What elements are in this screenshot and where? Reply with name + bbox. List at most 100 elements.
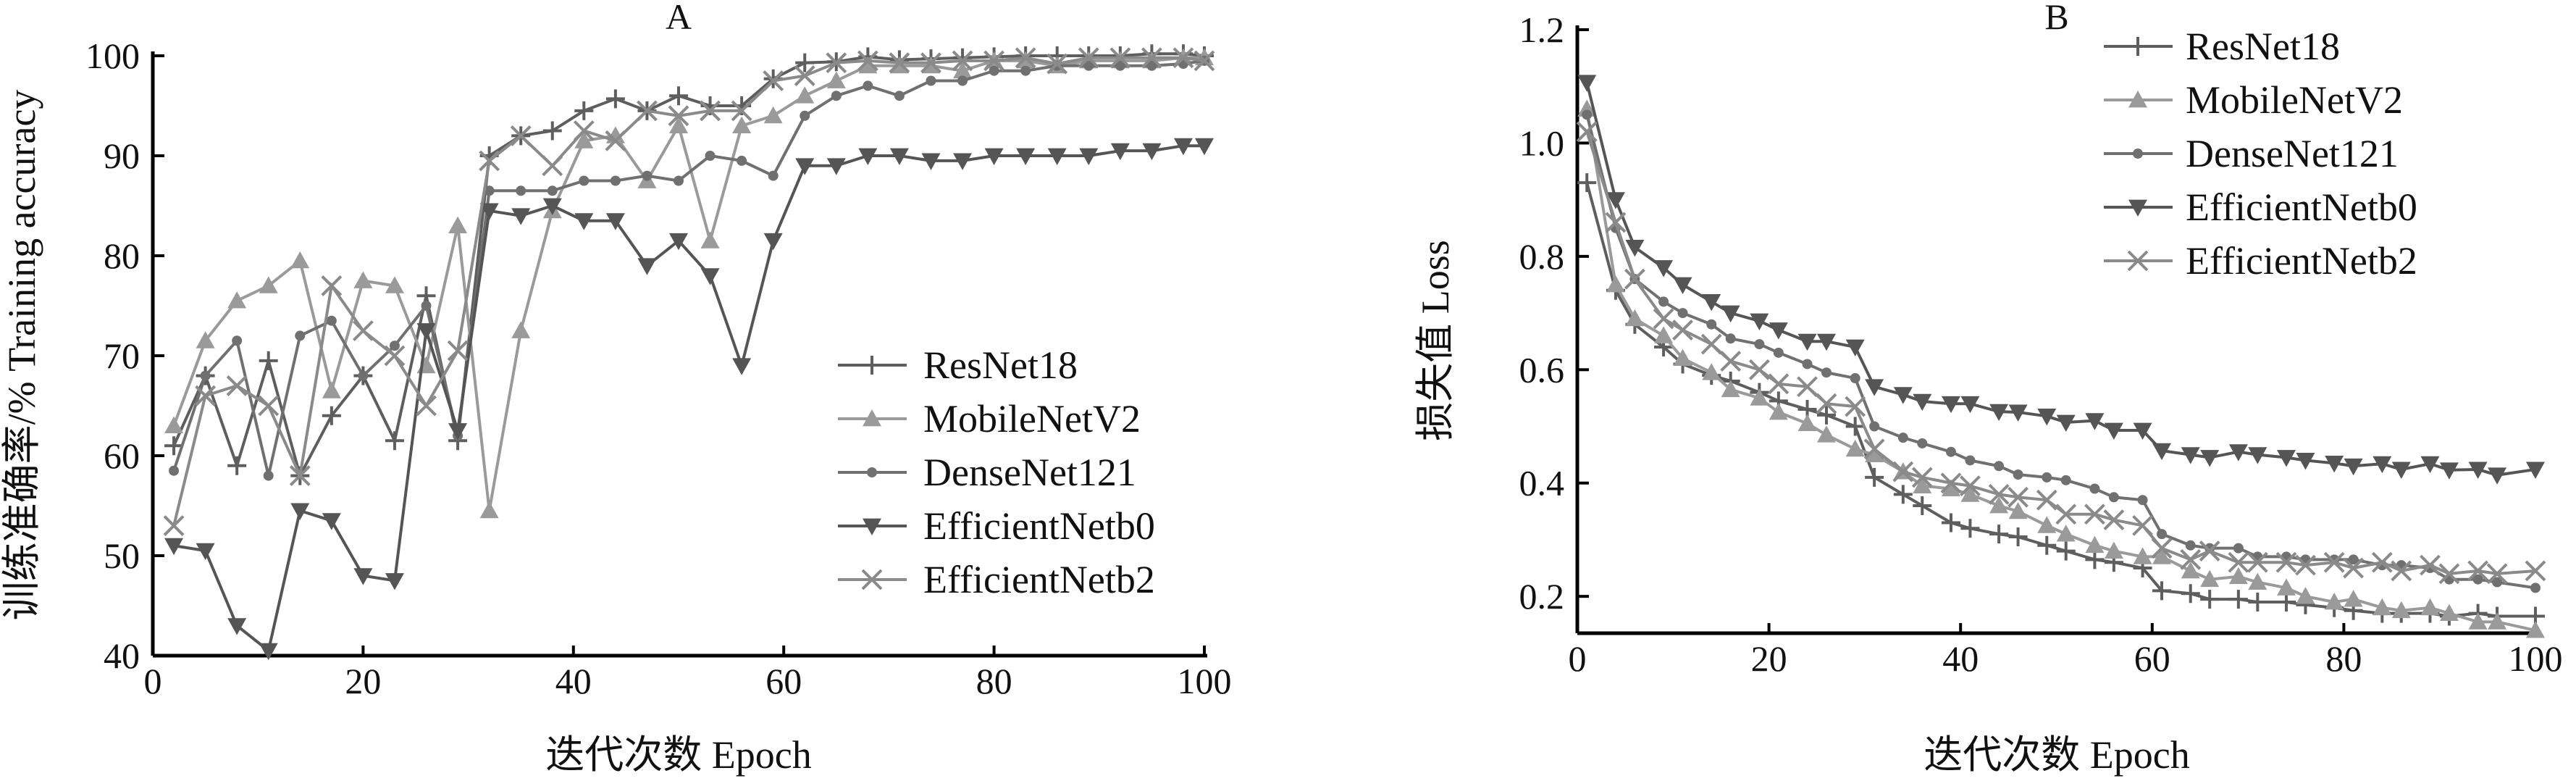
legend-marker xyxy=(863,356,881,375)
data-point xyxy=(1146,60,1157,71)
data-point xyxy=(2488,612,2507,630)
x-tick-label: 40 xyxy=(555,661,592,701)
data-point xyxy=(2344,458,2363,476)
data-point xyxy=(2132,514,2153,536)
data-point xyxy=(2325,455,2344,473)
data-point xyxy=(1606,275,1625,293)
data-point xyxy=(2248,572,2267,590)
data-point xyxy=(1083,60,1094,71)
legend-marker xyxy=(867,467,877,477)
data-point xyxy=(2180,548,2202,570)
series-line xyxy=(172,56,1205,527)
data-point xyxy=(637,258,657,275)
data-point xyxy=(1725,333,1736,344)
data-point xyxy=(2056,414,2076,433)
data-point xyxy=(1673,348,1692,367)
data-point xyxy=(983,50,1005,72)
data-point xyxy=(484,185,495,196)
data-point xyxy=(384,345,406,367)
data-point xyxy=(605,89,625,109)
data-point xyxy=(763,106,783,124)
data-point xyxy=(1768,373,1790,395)
data-point xyxy=(2233,543,2244,554)
data-point xyxy=(2439,604,2459,622)
data-point xyxy=(322,381,341,398)
data-point xyxy=(196,543,215,561)
legend-item: DenseNet121 xyxy=(2104,132,2399,175)
data-point xyxy=(2525,560,2546,582)
data-point xyxy=(2372,598,2392,616)
data-point xyxy=(1750,388,1769,406)
y-tick-label: 1.2 xyxy=(1519,9,1565,50)
data-point xyxy=(2060,475,2071,485)
data-point xyxy=(2277,450,2296,467)
data-point xyxy=(1706,319,1717,330)
data-point xyxy=(2391,560,2412,582)
data-point xyxy=(2200,450,2220,467)
data-point xyxy=(705,151,716,161)
series-line xyxy=(172,59,1205,477)
legend-marker xyxy=(2128,199,2147,217)
data-point xyxy=(1989,404,2009,422)
data-point xyxy=(2438,563,2460,585)
chart-b-loss: B 迭代次数 Epoch 损失值 Loss 0 20 40 60 80 100 0.2 0.4… xyxy=(1414,0,2563,777)
series-line xyxy=(173,144,1204,653)
data-point xyxy=(926,75,936,86)
data-point xyxy=(1802,359,1813,369)
data-point xyxy=(226,375,248,396)
legend-item: ResNet18 xyxy=(838,343,1078,387)
data-point xyxy=(352,320,374,341)
data-point xyxy=(642,170,653,181)
legend-marker xyxy=(2128,91,2147,108)
data-point xyxy=(1989,525,2009,544)
data-point xyxy=(2468,612,2488,630)
data-point xyxy=(795,53,815,72)
data-point xyxy=(1720,351,1742,372)
data-point xyxy=(1797,333,1817,351)
data-point xyxy=(1911,467,1933,488)
data-point xyxy=(2007,486,2029,508)
legend-label: MobileNetV2 xyxy=(2186,78,2403,122)
data-point xyxy=(1673,277,1692,294)
data-point xyxy=(1845,417,1865,436)
legend-item: EfficientNetb0 xyxy=(2104,185,2417,229)
data-point xyxy=(2133,422,2152,440)
data-point xyxy=(2085,535,2105,554)
data-point xyxy=(547,185,558,196)
data-point xyxy=(700,268,720,285)
data-point xyxy=(1960,519,1980,538)
data-point xyxy=(2526,462,2545,479)
data-point xyxy=(1110,143,1130,161)
data-point xyxy=(1653,308,1674,330)
data-point xyxy=(795,158,815,175)
y-tick-label: 50 xyxy=(104,535,140,576)
data-point xyxy=(1702,363,1721,380)
legend-label: ResNet18 xyxy=(2186,25,2340,68)
legend-item: EfficientNetb0 xyxy=(838,504,1155,548)
data-point xyxy=(610,175,621,186)
data-point xyxy=(2348,554,2359,565)
data-point xyxy=(447,340,469,362)
data-point xyxy=(669,116,688,133)
y-tick-label: 60 xyxy=(104,435,140,476)
data-point xyxy=(2056,541,2076,561)
data-point xyxy=(2037,516,2057,533)
legend-marker xyxy=(863,518,881,535)
data-point xyxy=(669,233,688,251)
x-tick-label: 0 xyxy=(1569,638,1587,679)
data-point xyxy=(894,91,905,101)
data-point xyxy=(2228,590,2248,609)
data-point xyxy=(295,330,306,341)
data-point xyxy=(2296,587,2315,604)
data-point xyxy=(1195,138,1214,156)
data-point xyxy=(1917,438,1928,448)
data-point xyxy=(1700,333,1722,355)
data-point xyxy=(1172,47,1194,69)
data-point xyxy=(2391,462,2411,479)
data-point xyxy=(2104,541,2123,559)
data-point xyxy=(2228,444,2248,462)
data-point xyxy=(2037,409,2057,426)
data-point xyxy=(1721,305,1740,323)
x-tick-label: 60 xyxy=(765,661,802,701)
